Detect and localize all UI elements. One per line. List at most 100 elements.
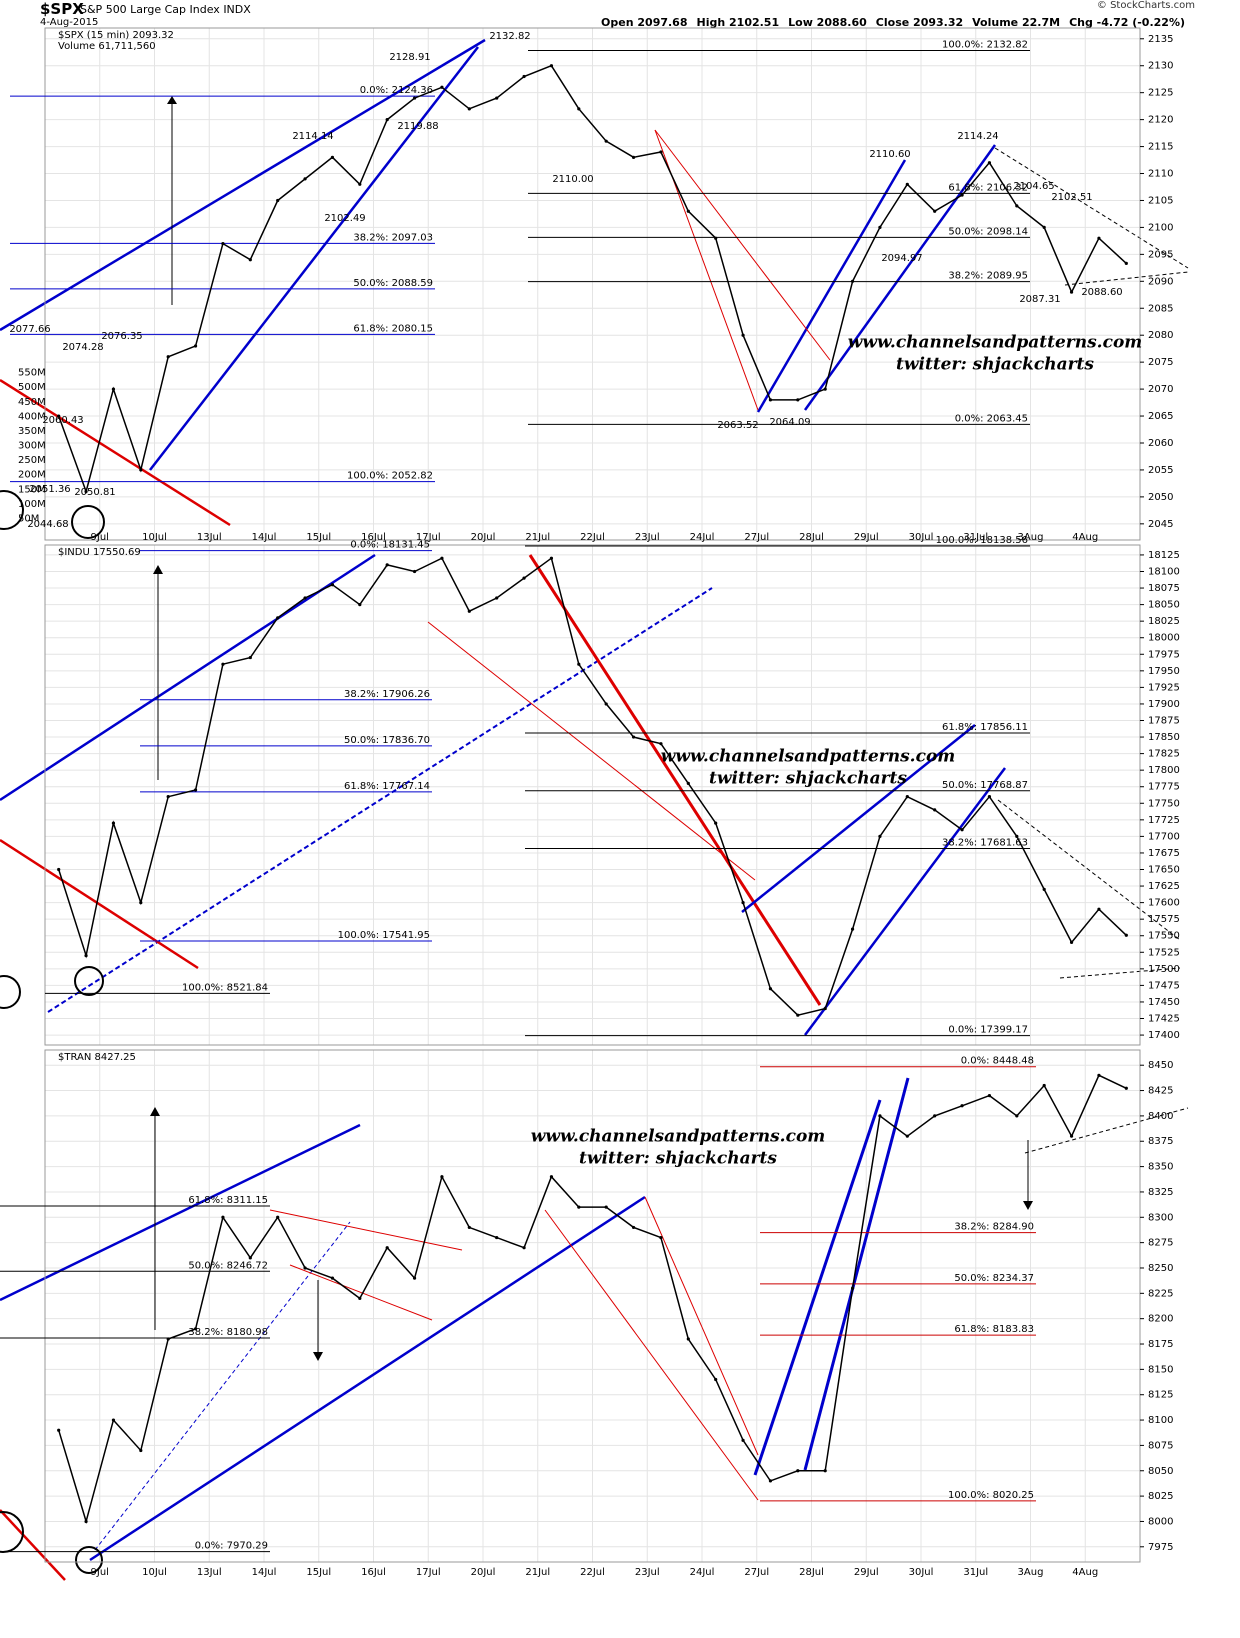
price-point	[1124, 261, 1128, 266]
x-tick-label: 30Jul	[909, 1567, 934, 1578]
fib-label: 61.8%: 2106.32	[948, 182, 1028, 193]
price-point	[741, 1438, 745, 1442]
price-point	[385, 1246, 389, 1250]
watermark: twitter: shjackcharts	[579, 1149, 777, 1169]
fib-label: 38.2%: 8180.98	[188, 1327, 268, 1338]
x-tick-label: 4Aug	[1072, 532, 1098, 543]
fib-label: 61.8%: 17856.11	[942, 722, 1028, 733]
price-point	[768, 987, 773, 991]
price-point	[276, 198, 280, 203]
y-tick-label: 18000	[1148, 633, 1180, 644]
y-tick-label: 17475	[1148, 980, 1180, 991]
price-point	[166, 795, 170, 799]
x-tick-label: 21Jul	[525, 532, 550, 543]
fib-label: 100.0%: 8521.84	[182, 982, 268, 993]
price-point	[549, 556, 554, 560]
price-point	[1069, 1134, 1074, 1138]
y-tick-label: 8250	[1148, 1263, 1173, 1274]
fib-label: 61.8%: 17767.14	[344, 781, 430, 792]
price-label: 2088.60	[1081, 287, 1122, 298]
price-point	[139, 1448, 143, 1453]
y-tick-label: 17500	[1148, 964, 1180, 975]
y-tick-label: 8425	[1148, 1086, 1173, 1097]
price-point	[987, 1094, 992, 1098]
price-point	[659, 150, 663, 154]
fib-label: 0.0%: 2124.36	[360, 85, 433, 96]
y-tick-label: 8225	[1148, 1288, 1173, 1299]
y-tick-label: 2095	[1148, 249, 1173, 260]
trendlines	[0, 38, 1189, 1581]
panel-frame	[44, 544, 1141, 1046]
price-point	[960, 1104, 964, 1108]
price-point	[549, 64, 554, 68]
panel-title: $INDU 17550.69	[58, 547, 141, 558]
x-tick-label: 16Jul	[361, 532, 386, 543]
y-tick-label: 17775	[1148, 782, 1180, 793]
y-tick-label: 2060	[1148, 438, 1173, 449]
panel-subtitle: Volume 61,711,560	[58, 41, 156, 52]
fib-label: 100.0%: 2132.82	[942, 40, 1028, 51]
price-label: 2114.24	[957, 131, 998, 142]
price-point	[631, 155, 636, 159]
volume-tick-label: 300M	[18, 441, 46, 452]
y-tick-label: 17400	[1148, 1030, 1180, 1041]
y-tick-label: 17975	[1148, 649, 1180, 660]
price-point	[467, 1225, 471, 1230]
fib-label: 50.0%: 17836.70	[344, 735, 430, 746]
y-tick-label: 2085	[1148, 303, 1173, 314]
price-point	[412, 569, 417, 574]
price-point	[878, 834, 882, 838]
x-tick-label: 23Jul	[635, 1567, 660, 1578]
price-point	[604, 702, 608, 706]
price-point	[549, 1175, 554, 1179]
x-tick-label: 15Jul	[306, 532, 331, 543]
y-tick-label: 2135	[1148, 34, 1173, 45]
y-tick-label: 7975	[1148, 1542, 1173, 1553]
price-point	[604, 1205, 608, 1209]
y-tick-label: 8275	[1148, 1238, 1173, 1249]
y-tick-label: 2090	[1148, 276, 1173, 287]
y-tick-label: 17700	[1148, 831, 1180, 842]
brand: © StockCharts.com	[1096, 0, 1195, 11]
y-tick-label: 17875	[1148, 715, 1180, 726]
x-tick-label: 9Jul	[91, 532, 109, 543]
price-label: 2044.68	[27, 519, 68, 530]
y-tick-label: 8350	[1148, 1162, 1173, 1173]
price-point	[166, 1337, 170, 1341]
price-point	[330, 155, 335, 159]
price-point	[987, 795, 992, 799]
x-tick-label: 21Jul	[525, 1567, 550, 1578]
exchange: INDX	[223, 3, 251, 16]
volume-tick-label: 150M	[18, 484, 46, 495]
price-point	[303, 596, 307, 600]
price-label: 2104.65	[1013, 181, 1054, 192]
price-point	[878, 225, 882, 230]
quote-item: Low 2088.60	[788, 16, 867, 29]
y-tick-label: 17450	[1148, 997, 1180, 1008]
price-label: 2077.66	[9, 324, 50, 335]
price-point	[1069, 290, 1074, 294]
y-tick-label: 8200	[1148, 1314, 1173, 1325]
price-point	[1015, 834, 1019, 838]
y-tick-label: 17825	[1148, 749, 1180, 760]
fib-label: 50.0%: 8234.37	[954, 1273, 1034, 1284]
price-point	[139, 901, 143, 905]
x-tick-label: 27Jul	[744, 532, 769, 543]
fib-label: 50.0%: 2088.59	[353, 278, 433, 289]
quote-item: Volume 22.7M	[972, 16, 1061, 29]
fib-label: 100.0%: 18138.56	[936, 535, 1028, 546]
volume-tick-label: 400M	[18, 411, 46, 422]
price-point	[850, 279, 855, 283]
price-point	[1097, 907, 1101, 911]
fib-label: 0.0%: 17399.17	[948, 1025, 1028, 1036]
price-point	[768, 1479, 773, 1483]
x-tick-label: 31Jul	[963, 532, 988, 543]
price-point	[686, 209, 690, 213]
price-point	[714, 821, 718, 825]
y-tick-label: 8025	[1148, 1491, 1173, 1502]
price-point	[686, 1337, 690, 1341]
x-tick-label: 20Jul	[471, 532, 496, 543]
x-tick-label: 28Jul	[799, 532, 824, 543]
price-point	[248, 1256, 252, 1260]
